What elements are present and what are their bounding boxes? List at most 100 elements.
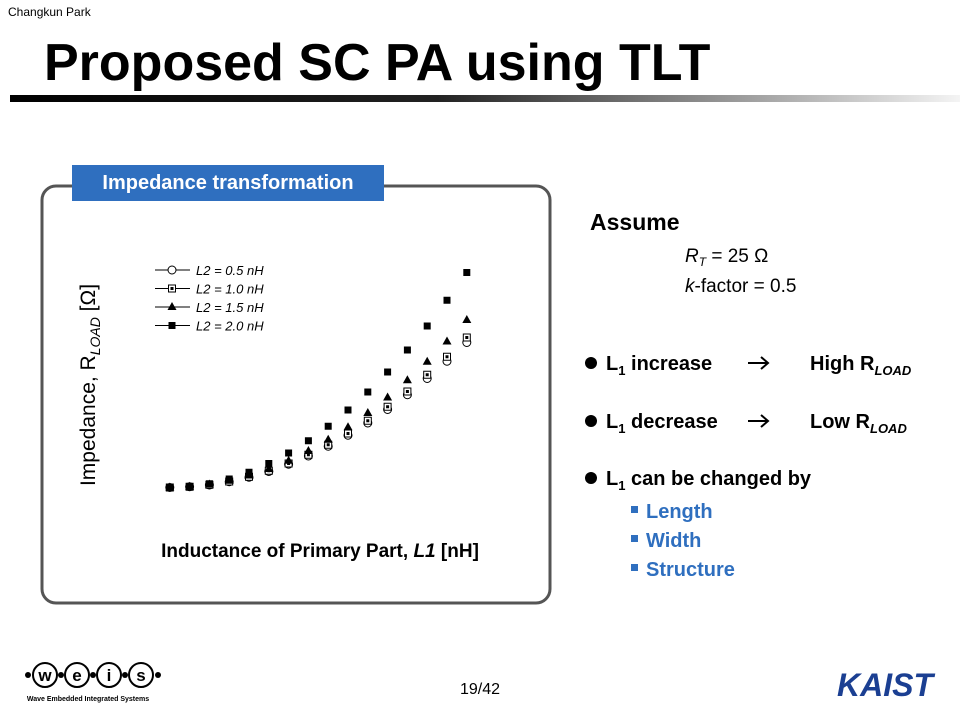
marker-dot [425,373,429,377]
marker [264,464,274,472]
result-text: Low R [810,411,871,433]
marker-dot [366,419,370,423]
author: Changkun Park [8,5,92,19]
y-label-sub: LOAD [87,317,103,355]
page-number: 19/42 [460,681,500,698]
marker [265,460,273,467]
marker-dot [170,287,174,290]
bullet-result: Low RLOAD [810,411,907,436]
arrow-head [760,356,770,370]
marker [303,446,313,454]
y-label-text: Impedance, R [77,355,100,486]
legend-label: L2 = 1.0 nH [196,282,264,297]
sub-item: Structure [646,559,735,581]
bullet-dot [585,357,597,369]
assume-rt: RT = 25 Ω [685,246,768,269]
marker [245,468,253,476]
marker [403,346,411,354]
result-sub: LOAD [874,363,911,378]
logo-letter: w [37,666,52,685]
marker [304,437,312,445]
marker-dot [326,443,330,447]
bullet-text: L1 decrease [606,411,718,436]
legend-label: L2 = 2.0 nH [196,319,264,334]
marker [168,284,176,293]
sub-item: Width [646,530,701,552]
bullet-text: L1 increase [606,353,712,378]
marker [166,484,174,491]
bullet-rest: increase [625,353,712,375]
logo-ring [96,662,122,688]
sub-bullet [631,535,638,542]
rt-var: R [685,246,699,267]
marker [462,333,471,342]
marker [403,387,412,396]
bullet-var: L [606,353,618,375]
marker-dot [306,453,310,457]
logo-dot [90,672,96,678]
bullet-sub: 1 [618,421,625,436]
marker [422,356,432,365]
marker [363,416,372,425]
bullet-text: L1 can be changed by [606,468,812,493]
logo-dot [122,672,128,678]
marker [402,375,412,384]
marker [285,449,293,457]
bullet-sub: 1 [618,363,625,378]
marker [323,434,333,443]
arrow-head [760,414,770,428]
x-axis-label: Inductance of Primary Part, L1 [nH] [161,541,479,562]
assume-title: Assume [590,209,679,235]
logo-caption: Wave Embedded Integrated Systems [27,696,149,703]
rt-rest: = 25 Ω [706,246,768,267]
marker [423,370,432,379]
slide-title: Proposed SC PA using TLT [44,34,711,92]
marker [324,422,332,430]
rt-sub: T [699,255,708,269]
logo-letter: e [72,666,81,685]
marker [186,483,194,490]
marker [343,422,353,431]
sub-bullet [631,506,638,513]
logo-dot [155,672,161,678]
marker [205,480,213,488]
legend-label: L2 = 0.5 nH [196,263,264,278]
y-axis-label: Impedance, RLOAD [Ω] [77,284,103,486]
x-label-var: L1 [413,541,435,562]
marker [443,352,451,361]
bullet-var: L [606,468,618,490]
marker [284,455,294,464]
logo-letter: s [136,666,145,685]
marker [442,336,452,345]
k-var: k [685,276,696,297]
k-rest: -factor = 0.5 [695,276,797,297]
marker [423,322,431,330]
marker [344,429,352,438]
marker-dot [445,355,449,359]
marker [384,368,392,376]
x-label-text: Inductance of Primary Part, [161,541,413,562]
bullet-dot [585,472,597,484]
marker [225,475,233,483]
marker-dot [465,336,469,339]
title-rule [10,95,960,102]
marker [462,315,472,323]
result-text: High R [810,353,875,375]
marker-dot [346,432,350,435]
assume-k: k-factor = 0.5 [685,276,796,297]
logo-ring [128,662,154,688]
panel-label: Impedance transformation [102,172,353,194]
result-sub: LOAD [870,421,907,436]
logo-dot [25,672,31,678]
bullet-var: L [606,411,618,433]
logo-ring [32,662,58,688]
marker [443,296,451,304]
marker [167,265,177,275]
marker [463,269,471,276]
logo-dot [58,672,64,678]
bullet-rest: decrease [625,411,717,433]
marker [344,406,352,414]
marker-dot [386,405,390,409]
logo-ring [64,662,90,688]
marker [383,392,393,401]
